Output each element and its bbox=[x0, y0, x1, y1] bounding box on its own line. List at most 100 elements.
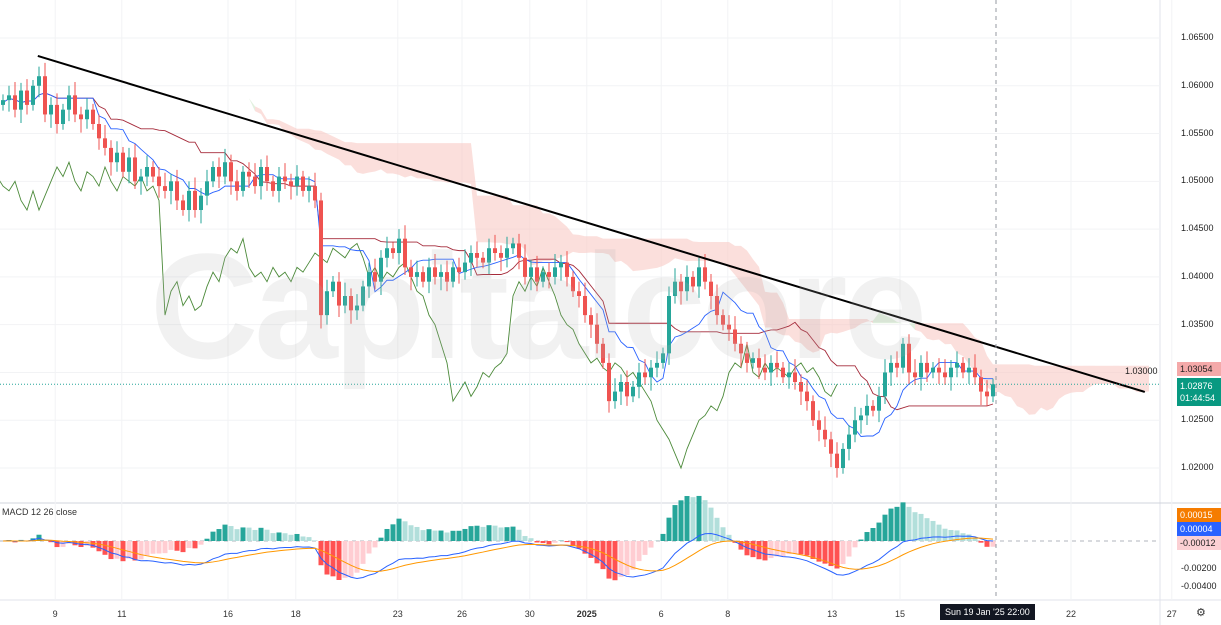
macd-histogram-bar bbox=[276, 532, 282, 541]
ichimoku-cloud-segment bbox=[591, 236, 597, 254]
macd-histogram-bar bbox=[924, 518, 930, 541]
macd-histogram-bar bbox=[648, 541, 654, 548]
candle-body bbox=[793, 372, 797, 383]
macd-histogram-bar bbox=[912, 512, 918, 541]
candle-body bbox=[481, 257, 485, 263]
macd-histogram-bar bbox=[726, 534, 732, 541]
macd-histogram-bar bbox=[444, 532, 450, 541]
macd-histogram-bar bbox=[42, 540, 48, 541]
macd-histogram-bar bbox=[156, 541, 162, 554]
candle-body bbox=[961, 362, 965, 373]
macd-histogram-bar bbox=[96, 541, 102, 552]
macd-histogram-bar bbox=[714, 517, 720, 541]
macd-histogram-bar bbox=[774, 541, 780, 557]
macd-histogram-bar bbox=[540, 541, 546, 544]
signal-line bbox=[2, 537, 994, 572]
ichimoku-cloud-segment bbox=[435, 143, 441, 182]
candle-body bbox=[19, 90, 23, 110]
macd-histogram-bar bbox=[192, 541, 198, 549]
ichimoku-cloud-segment bbox=[933, 323, 939, 341]
y-tick-label: 1.04500 bbox=[1181, 223, 1214, 234]
macd-indicator-label[interactable]: MACD 12 26 close bbox=[2, 507, 78, 517]
macd-histogram-bar bbox=[270, 533, 276, 541]
x-tick-label: 11 bbox=[117, 609, 127, 619]
candle-body bbox=[55, 104, 59, 125]
candle-body bbox=[295, 176, 299, 187]
macd-histogram-bar bbox=[414, 526, 420, 541]
ichimoku-cloud-segment bbox=[399, 143, 405, 178]
ichimoku-cloud-segment bbox=[411, 143, 417, 179]
macd-histogram-bar bbox=[216, 529, 222, 541]
macd-histogram-bar bbox=[534, 541, 540, 543]
ichimoku-cloud-segment bbox=[159, 98, 165, 103]
ichimoku-cloud-segment bbox=[771, 292, 777, 333]
macd-histogram-bar bbox=[378, 537, 384, 541]
settings-gear-icon[interactable]: ⚙ bbox=[1196, 607, 1206, 619]
candle-body bbox=[799, 382, 803, 392]
ichimoku-cloud-segment bbox=[987, 355, 993, 393]
candle-body bbox=[859, 415, 863, 421]
x-tick-label: 2025 bbox=[576, 609, 597, 619]
macd-histogram-bar bbox=[360, 541, 366, 564]
ichimoku-cloud-segment bbox=[249, 98, 255, 112]
candle-body bbox=[763, 367, 767, 373]
macd-histogram-bar bbox=[822, 541, 828, 564]
macd-histogram-bar bbox=[840, 541, 846, 565]
macd-histogram-bar bbox=[660, 533, 666, 541]
macd-histogram-bar bbox=[48, 541, 54, 543]
candle-body bbox=[469, 253, 473, 263]
ichimoku-cloud-segment bbox=[1041, 365, 1047, 411]
candle-body bbox=[487, 248, 491, 263]
ichimoku-cloud-segment bbox=[1065, 365, 1071, 395]
macd-value-tag: 0.00004 bbox=[1177, 522, 1221, 536]
candle-body bbox=[349, 296, 353, 311]
macd-histogram-bar bbox=[606, 541, 612, 579]
ichimoku-cloud-segment bbox=[939, 323, 945, 345]
x-tick-label: 22 bbox=[1065, 609, 1077, 619]
macd-histogram-bar bbox=[516, 529, 522, 541]
candle-body bbox=[775, 362, 779, 368]
ichimoku-cloud-segment bbox=[777, 292, 783, 336]
candle-body bbox=[829, 439, 833, 454]
macd-histogram-bar bbox=[870, 528, 876, 541]
candle-body bbox=[283, 176, 287, 182]
candle-body bbox=[589, 315, 593, 325]
candle-body bbox=[205, 181, 209, 196]
ichimoku-cloud-segment bbox=[351, 142, 357, 173]
candle-body bbox=[97, 124, 101, 139]
candle-body bbox=[691, 276, 695, 287]
bar-countdown: 01:44:54 bbox=[1180, 393, 1216, 403]
candle-body bbox=[451, 267, 455, 282]
macd-histogram-bar bbox=[828, 541, 834, 567]
macd-tick-label: -0.00200 bbox=[1181, 563, 1217, 573]
candle-body bbox=[991, 384, 995, 397]
candle-body bbox=[37, 76, 41, 86]
macd-histogram-bar bbox=[108, 541, 114, 560]
candle-body bbox=[391, 248, 395, 254]
macd-histogram-bar bbox=[294, 533, 300, 541]
macd-histogram-bar bbox=[366, 541, 372, 554]
macd-histogram-bar bbox=[288, 534, 294, 541]
y-tick-label: 1.02000 bbox=[1181, 462, 1214, 473]
macd-histogram-bar bbox=[174, 541, 180, 551]
candle-body bbox=[637, 372, 641, 387]
candle-body bbox=[13, 95, 17, 110]
macd-histogram-bar bbox=[102, 541, 108, 555]
macd-histogram-bar bbox=[354, 541, 360, 573]
y-tick-label: 1.02500 bbox=[1181, 414, 1214, 425]
ichimoku-cloud-segment bbox=[639, 238, 645, 271]
ichimoku-cloud-segment bbox=[621, 238, 627, 265]
candle-body bbox=[331, 281, 335, 292]
macd-tick-label: -0.00400 bbox=[1181, 581, 1217, 591]
candle-body bbox=[439, 272, 443, 277]
candle-body bbox=[595, 324, 599, 344]
macd-histogram-bar bbox=[816, 541, 822, 562]
candle-body bbox=[187, 190, 191, 211]
ichimoku-cloud-segment bbox=[651, 238, 657, 269]
macd-histogram-bar bbox=[456, 530, 462, 541]
ichimoku-cloud-segment bbox=[723, 242, 729, 269]
ichimoku-cloud-segment bbox=[261, 109, 267, 125]
ichimoku-cloud-segment bbox=[999, 364, 1005, 396]
ichimoku-cloud-segment bbox=[1125, 365, 1131, 389]
